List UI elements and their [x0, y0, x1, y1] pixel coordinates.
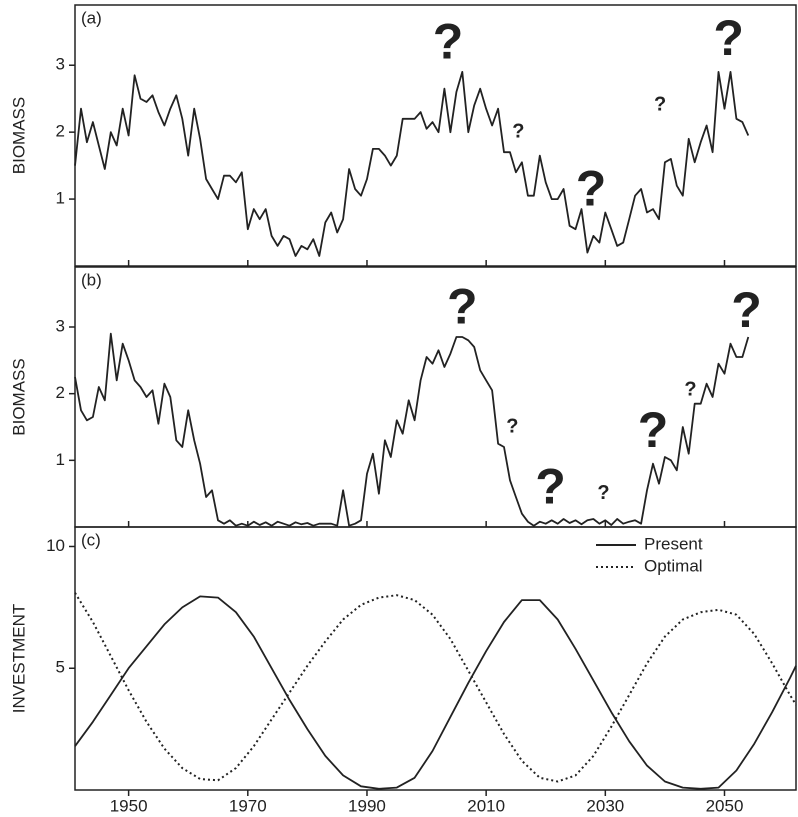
- annotation: ?: [684, 379, 696, 401]
- data-line: [74, 71, 750, 257]
- annotation: ?: [506, 415, 518, 437]
- x-tick-label: 2050: [706, 796, 744, 815]
- data-line: [74, 592, 797, 783]
- y-tick-label: 1: [56, 189, 65, 208]
- annotation: ?: [597, 482, 609, 504]
- panel-label: (b): [81, 270, 102, 289]
- x-tick-label: 1950: [110, 796, 148, 815]
- y-tick-label: 3: [56, 55, 65, 74]
- annotation: ?: [447, 279, 478, 335]
- annotation: ?: [433, 13, 464, 69]
- annotation: ?: [512, 120, 524, 142]
- legend-label: Optimal: [644, 556, 703, 575]
- y-tick-label: 5: [56, 658, 65, 677]
- annotation: ?: [638, 402, 669, 458]
- x-tick-label: 1990: [348, 796, 386, 815]
- y-tick-label: 1: [56, 450, 65, 469]
- x-tick-label: 2030: [586, 796, 624, 815]
- data-line: [74, 332, 750, 527]
- plot-frame: [74, 526, 797, 791]
- y-tick-label: 2: [56, 122, 65, 141]
- legend-label: Present: [644, 534, 703, 553]
- panel-label: (c): [81, 530, 101, 549]
- panel-label: (a): [81, 8, 102, 27]
- y-tick-label: 3: [56, 316, 65, 335]
- annotation: ?: [654, 94, 666, 116]
- x-tick-label: 2010: [467, 796, 505, 815]
- annotation: ?: [576, 161, 607, 217]
- y-tick-label: 10: [46, 536, 65, 555]
- annotation: ?: [713, 10, 744, 66]
- annotation: ?: [731, 282, 762, 338]
- x-tick-label: 1970: [229, 796, 267, 815]
- y-axis-label: BIOMASS: [9, 97, 28, 174]
- y-tick-label: 2: [56, 383, 65, 402]
- data-line: [74, 595, 797, 790]
- y-axis-label: INVESTMENT: [9, 604, 28, 714]
- plot-frame: [74, 4, 797, 267]
- y-axis-label: BIOMASS: [9, 358, 28, 435]
- annotation: ?: [535, 459, 566, 515]
